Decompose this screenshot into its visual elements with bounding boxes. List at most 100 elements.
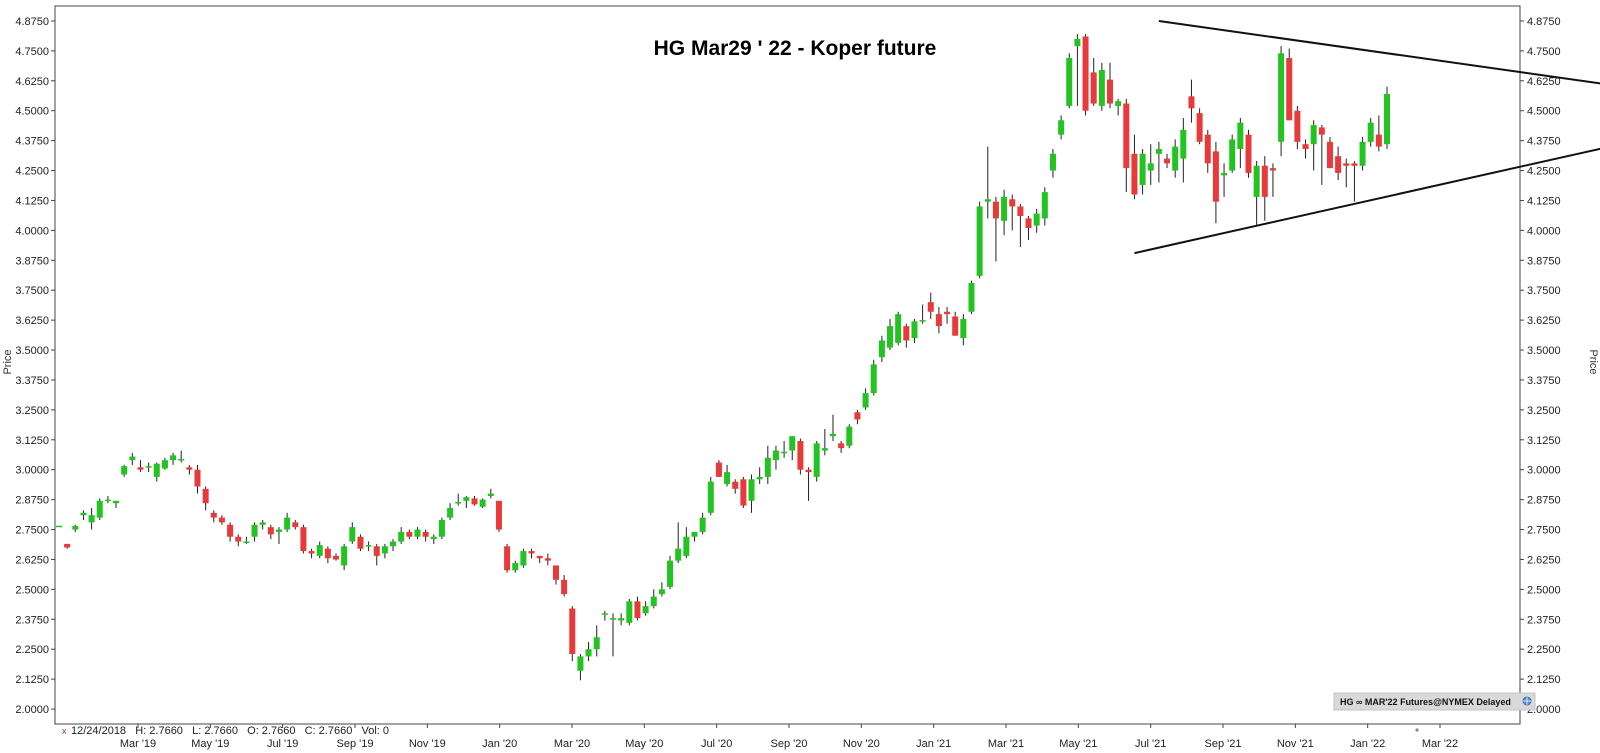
candle: [952, 311, 959, 336]
candle-body: [903, 326, 910, 341]
candle: [870, 359, 877, 396]
candle-body: [218, 517, 225, 523]
candle-body: [210, 512, 217, 518]
x-tick-label: Sep '21: [1205, 738, 1242, 750]
y-tick-label-right: 4.3750: [1527, 136, 1561, 148]
candle-body: [658, 589, 665, 595]
y-tick-label-right: 3.6250: [1527, 315, 1561, 327]
candle-body: [430, 536, 437, 540]
candle-body: [829, 433, 836, 437]
candle: [194, 464, 201, 494]
candle-body: [243, 541, 250, 544]
candle-body: [1253, 165, 1260, 197]
candle-body: [373, 546, 380, 556]
y-tick-label-left: 4.2500: [15, 166, 49, 178]
candle: [984, 146, 991, 219]
candle: [300, 524, 307, 554]
candle: [724, 464, 731, 487]
candle-body: [1098, 70, 1105, 106]
candle: [504, 543, 511, 573]
candle-body: [137, 467, 144, 470]
candle: [772, 445, 779, 470]
y-tick-label-left: 2.3750: [15, 614, 49, 626]
candle-body: [308, 551, 315, 554]
candle: [1375, 115, 1382, 152]
candle-body: [610, 618, 617, 620]
candle: [520, 548, 527, 568]
candle-body: [577, 656, 584, 671]
candle: [601, 610, 608, 621]
candle: [642, 601, 649, 616]
candle: [781, 440, 788, 458]
x-tick-label: May '20: [625, 738, 663, 750]
candle-body: [145, 466, 152, 468]
candle-body: [1375, 134, 1382, 147]
candle: [267, 524, 274, 540]
plot-border: [54, 5, 1521, 725]
candle: [699, 512, 706, 535]
y-tick-label-right: 2.8750: [1527, 495, 1561, 507]
candle: [1302, 139, 1309, 159]
candle-body: [992, 201, 999, 219]
candle-body: [1221, 172, 1228, 176]
candle: [235, 534, 242, 547]
candle: [528, 548, 535, 559]
candle: [495, 500, 502, 532]
y-tick-label-left: 4.5000: [15, 106, 49, 118]
candle-body: [838, 443, 845, 449]
x-tick-label: Sep '19: [337, 738, 374, 750]
candle: [471, 496, 478, 506]
candle: [748, 474, 755, 513]
source-badge-box: [1333, 692, 1536, 711]
candle-body: [1367, 122, 1374, 142]
y-tick-label-right: 4.8750: [1527, 16, 1561, 28]
candle-body: [601, 613, 608, 615]
candle: [1017, 204, 1024, 248]
candle: [552, 565, 559, 585]
candle: [259, 519, 266, 530]
y-tick-label-right: 4.5000: [1527, 106, 1561, 118]
candle-body: [1351, 163, 1358, 166]
candle: [683, 527, 690, 559]
y-tick-label-left: 3.8750: [15, 255, 49, 267]
candle: [1204, 129, 1211, 173]
candle: [438, 517, 445, 540]
candle-body: [675, 548, 682, 561]
candle: [186, 464, 193, 475]
candle: [903, 323, 910, 348]
candle: [1090, 58, 1097, 106]
candle: [292, 519, 299, 530]
candle: [357, 534, 364, 552]
candle: [1335, 146, 1342, 181]
candle: [153, 462, 160, 482]
candle: [1253, 160, 1260, 226]
candle: [577, 653, 584, 681]
candle-body: [88, 515, 95, 523]
candle-body: [1237, 122, 1244, 150]
candle: [829, 414, 836, 441]
candle: [805, 467, 812, 501]
lower-support-line: [1134, 147, 1600, 255]
y-tick-label-right: 3.0000: [1527, 465, 1561, 477]
candle: [390, 539, 397, 552]
candle-body: [797, 440, 804, 470]
y-tick-label-right: 3.1250: [1527, 435, 1561, 447]
candle-body: [121, 466, 128, 475]
x-tick-label: May '21: [1059, 738, 1097, 750]
candle-body: [487, 493, 494, 497]
candle: [373, 543, 380, 566]
candle: [365, 541, 372, 552]
candle-body: [324, 548, 331, 559]
candle-body: [259, 522, 266, 525]
candle-body: [414, 529, 421, 537]
candle: [324, 546, 331, 564]
candle-body: [1335, 156, 1342, 173]
candle: [960, 314, 967, 346]
y-tick-label-left: 2.7500: [15, 525, 49, 537]
candle-body: [161, 460, 168, 469]
candle: [1106, 62, 1113, 109]
candle-body: [495, 500, 502, 530]
candle-body: [984, 199, 991, 202]
candle-body: [935, 314, 942, 327]
